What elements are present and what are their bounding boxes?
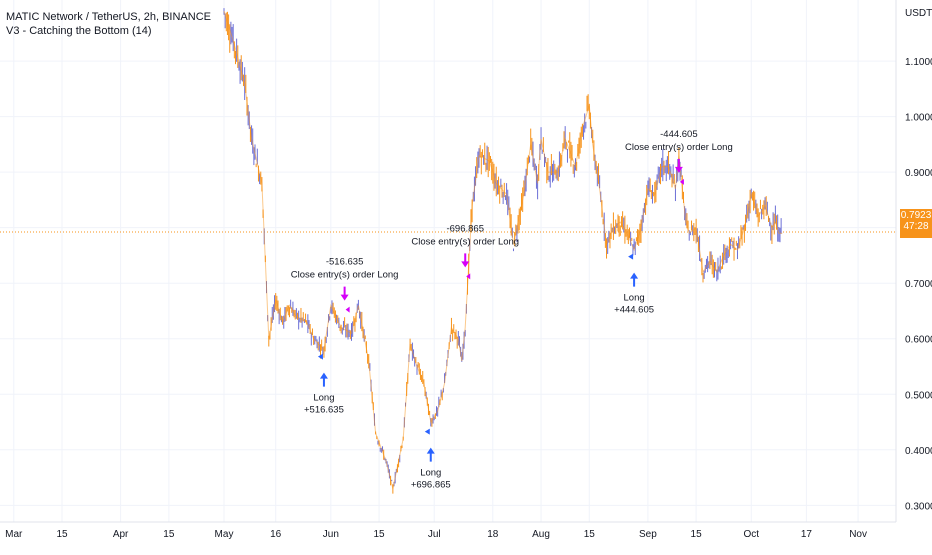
long-label: Long (420, 468, 441, 479)
last-price-value: 0.7923 (900, 210, 932, 221)
y-tick-label: 0.3000 (905, 501, 932, 512)
long-profit-value: +444.605 (614, 305, 654, 316)
x-tick-label: 16 (270, 529, 282, 540)
long-entry-arrow (426, 447, 435, 462)
close-exit-arrow (461, 253, 470, 268)
x-tick-label: May (215, 529, 234, 540)
exit-marker (345, 306, 350, 313)
y-tick-label: 1.1000 (905, 57, 932, 68)
close-label: Close entry(s) order Long (625, 142, 733, 153)
long-profit-value: +696.865 (411, 480, 451, 491)
price-series-line (223, 10, 783, 489)
close-value: -444.605 (660, 129, 698, 140)
x-tick-label: 15 (584, 529, 596, 540)
x-tick-label: 18 (487, 529, 499, 540)
close-value: -696.865 (446, 223, 484, 234)
x-tick-label: Jul (428, 529, 441, 540)
x-tick-label: Nov (849, 529, 867, 540)
long-entry-arrow (319, 372, 328, 387)
close-value: -516.635 (326, 257, 364, 268)
exit-marker (679, 178, 684, 185)
y-unit-label: USDT (905, 8, 932, 19)
chart-legend: MATIC Network / TetherUS, 2h, BINANCE V3… (6, 10, 211, 38)
symbol-title[interactable]: MATIC Network / TetherUS, 2h, BINANCE (6, 11, 211, 23)
long-label: Long (313, 393, 334, 404)
entry-marker (628, 253, 634, 260)
x-tick-label: Oct (743, 529, 759, 540)
close-label: Close entry(s) order Long (291, 270, 399, 281)
close-exit-arrow (340, 286, 349, 301)
long-profit-value: +516.635 (304, 405, 344, 416)
x-tick-label: Mar (5, 529, 23, 540)
bar-countdown: 47:28 (903, 221, 929, 232)
x-tick-label: Sep (639, 529, 657, 540)
x-tick-label: 15 (374, 529, 386, 540)
x-tick-label: 15 (56, 529, 68, 540)
exit-marker (466, 273, 471, 280)
close-label: Close entry(s) order Long (411, 236, 519, 247)
long-entry-arrow (630, 272, 639, 287)
last-price-tag: 0.7923 47:28 (900, 209, 932, 238)
x-tick-label: 15 (163, 529, 175, 540)
long-label: Long (624, 293, 645, 304)
entry-marker (424, 428, 430, 435)
x-tick-label: 17 (801, 529, 813, 540)
indicator-label[interactable]: V3 - Catching the Bottom (14) (6, 25, 152, 37)
x-tick-label: Apr (113, 529, 129, 540)
x-tick-label: Aug (532, 529, 550, 540)
entry-marker (317, 353, 323, 360)
close-exit-arrow (674, 158, 683, 173)
x-tick-label: Jun (323, 529, 339, 540)
x-tick-label: 15 (691, 529, 703, 540)
